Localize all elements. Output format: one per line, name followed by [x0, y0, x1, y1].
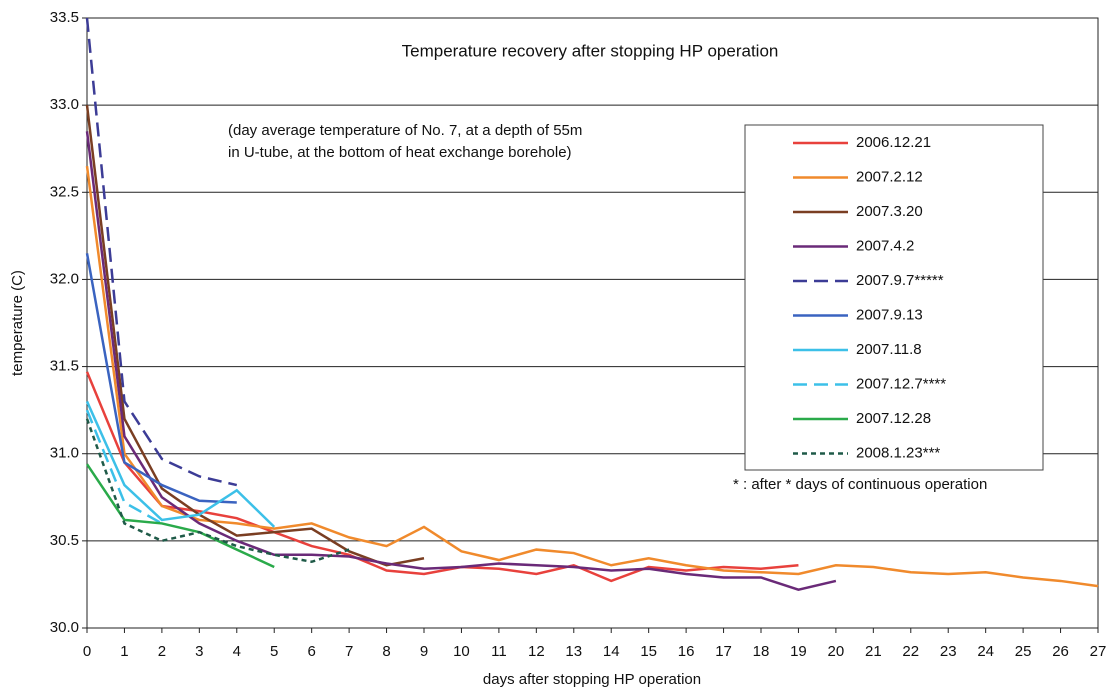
x-tick-label: 13 [565, 643, 582, 660]
x-tick-label: 1 [120, 643, 128, 660]
x-axis-label: days after stopping HP operation [483, 671, 701, 688]
series-line [85, 400, 276, 528]
x-tick-label: 20 [828, 643, 845, 660]
y-tick-label: 32.0 [50, 270, 79, 287]
legend-label: 2007.9.7***** [856, 272, 944, 289]
x-tick-label: 22 [902, 643, 919, 660]
x-tick-label: 0 [83, 643, 91, 660]
x-tick-label: 19 [790, 643, 807, 660]
legend-box [744, 124, 1044, 471]
subtitle: (day average temperature of No. 7, at a … [228, 122, 582, 139]
series-line [85, 409, 163, 525]
legend-label: 2007.2.12 [856, 168, 923, 185]
series-line [85, 371, 799, 583]
x-tick-label: 11 [491, 643, 507, 660]
plot-frame [86, 17, 1099, 629]
series-line [85, 104, 425, 567]
series-line [85, 131, 837, 591]
y-tick-label: 33.0 [50, 96, 79, 113]
series-line [85, 418, 350, 564]
y-tick-label: 30.5 [50, 532, 79, 549]
series-line [85, 17, 238, 487]
note: * : after * days of continuous operation [733, 476, 987, 493]
x-tick-label: 10 [453, 643, 470, 660]
y-tick-label: 31.5 [50, 358, 79, 375]
x-tick-label: 26 [1052, 643, 1069, 660]
legend-label: 2007.9.13 [856, 306, 923, 323]
x-tick-label: 17 [715, 643, 732, 660]
x-tick-label: 8 [382, 643, 390, 660]
series-line [85, 165, 1099, 588]
x-tick-label: 15 [640, 643, 657, 660]
legend-label: 2007.12.28 [856, 410, 931, 427]
x-tick-label: 7 [345, 643, 353, 660]
subtitle: in U-tube, at the bottom of heat exchang… [228, 144, 572, 161]
y-tick-label: 30.0 [50, 619, 79, 636]
x-tick-label: 14 [603, 643, 620, 660]
x-tick-label: 6 [307, 643, 315, 660]
y-tick-label: 33.5 [50, 9, 79, 26]
x-tick-label: 23 [940, 643, 957, 660]
series-line [85, 463, 275, 569]
legend-label: 2007.12.7**** [856, 375, 946, 392]
x-tick-label: 24 [977, 643, 994, 660]
x-tick-label: 16 [678, 643, 695, 660]
y-axis-label: temperature (C) [9, 270, 26, 376]
x-tick-label: 9 [420, 643, 428, 660]
x-tick-label: 12 [528, 643, 545, 660]
x-tick-label: 21 [865, 643, 882, 660]
legend-label: 2007.11.8 [856, 341, 922, 358]
x-tick-label: 4 [233, 643, 241, 660]
legend-label: 2006.12.21 [856, 134, 931, 151]
x-tick-label: 25 [1015, 643, 1032, 660]
x-tick-label: 18 [753, 643, 770, 660]
x-tick-label: 3 [195, 643, 203, 660]
y-tick-label: 32.5 [50, 183, 79, 200]
chart-title: Temperature recovery after stopping HP o… [402, 41, 779, 60]
legend-label: 2008.1.23*** [856, 444, 940, 461]
x-tick-label: 5 [270, 643, 278, 660]
y-tick-label: 31.0 [50, 445, 79, 462]
legend-label: 2007.3.20 [856, 203, 923, 220]
series-line [85, 253, 237, 504]
legend-label: 2007.4.2 [856, 237, 914, 254]
x-tick-label: 27 [1090, 643, 1107, 660]
x-tick-label: 2 [158, 643, 166, 660]
